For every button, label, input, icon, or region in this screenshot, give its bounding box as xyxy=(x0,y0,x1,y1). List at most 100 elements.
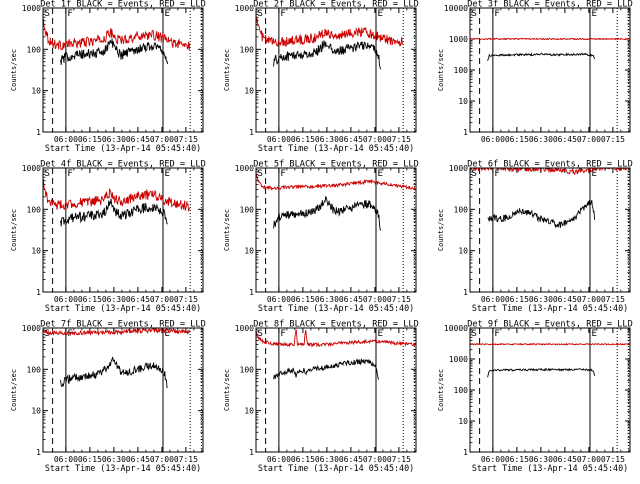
x-tick-label: 07:15 xyxy=(387,295,411,304)
y-tick-label: 1000 xyxy=(235,4,254,13)
y-tick-label: 1000 xyxy=(22,324,41,333)
x-tick-label: 06:15 xyxy=(78,135,102,144)
y-tick-label: 10 xyxy=(458,97,468,106)
x-axis-label: Start Time (13-Apr-14 05:45:40) xyxy=(258,303,414,313)
panel-title: Det 6f_BLACK = Events, RED = LLD xyxy=(467,160,633,170)
time-marker-label: S xyxy=(258,329,263,339)
y-tick-label: 1 xyxy=(463,288,468,297)
panel-det-3: Det 3f_BLACK = Events, RED = LLD Counts/s… xyxy=(437,0,633,144)
y-tick-label: 1000 xyxy=(449,355,468,364)
x-tick-label: 06:15 xyxy=(291,135,315,144)
x-tick-label: 06:15 xyxy=(505,135,529,144)
y-tick-label: 10 xyxy=(244,247,254,256)
plot-frame xyxy=(255,7,417,133)
time-markers xyxy=(470,168,629,292)
y-tick-label: 1000 xyxy=(235,324,254,333)
panel-title: Det 7f_BLACK = Events, RED = LLD xyxy=(40,320,206,330)
y-axis-label: Counts/sec xyxy=(223,209,231,251)
series-group xyxy=(256,172,416,231)
x-tick-label: 06:15 xyxy=(78,455,102,464)
y-axis-label: Counts/sec xyxy=(10,49,18,91)
y-tick-label: 1 xyxy=(36,448,41,457)
x-tick-label: 06:00 xyxy=(267,135,291,144)
x-tick-label: 07:15 xyxy=(174,135,198,144)
panel-det-4: Det 4f_BLACK = Events, RED = LLD Counts/s… xyxy=(10,160,206,314)
x-tick-label: 06:45 xyxy=(339,295,363,304)
x-tick-label: 06:45 xyxy=(339,135,363,144)
panel-det-2: Det 2f_BLACK = Events, RED = LLD Counts/s… xyxy=(223,0,419,153)
y-tick-label: 100 xyxy=(240,365,255,374)
x-tick-label: 06:45 xyxy=(126,455,150,464)
y-tick-label: 1 xyxy=(463,128,468,137)
time-marker-label: E xyxy=(592,169,597,179)
x-tick-label: 06:15 xyxy=(505,455,529,464)
time-marker-label: S xyxy=(472,169,477,179)
time-markers xyxy=(43,328,202,452)
series-group xyxy=(43,328,191,389)
series-group xyxy=(256,17,404,70)
y-tick-label: 100 xyxy=(27,365,42,374)
time-marker-label: F xyxy=(67,9,72,19)
x-tick-label: 06:30 xyxy=(102,295,126,304)
x-tick-label: 06:00 xyxy=(54,135,78,144)
panel-det-8: Det 8f_BLACK = Events, RED = LLD Counts/s… xyxy=(223,320,419,474)
plot-frame xyxy=(42,327,204,453)
x-tick-label: 06:00 xyxy=(481,455,505,464)
y-tick-label: 10 xyxy=(31,87,41,96)
lld-rate-line xyxy=(256,172,416,191)
x-tick-label: 06:30 xyxy=(102,455,126,464)
panel-title: Det 1f_BLACK = Events, RED = LLD xyxy=(40,0,206,10)
time-markers xyxy=(43,168,202,292)
time-marker-label: F xyxy=(494,329,499,339)
time-marker-label: F xyxy=(67,169,72,179)
y-tick-label: 100 xyxy=(240,45,255,54)
x-tick-label: 07:00 xyxy=(150,295,174,304)
events-rate-line xyxy=(273,195,382,231)
y-axis-label: Counts/sec xyxy=(437,49,445,91)
x-tick-label: 06:15 xyxy=(78,295,102,304)
y-tick-label: 100 xyxy=(27,205,42,214)
x-tick-label: 06:00 xyxy=(267,295,291,304)
time-markers xyxy=(256,328,415,452)
y-axis-label: Counts/sec xyxy=(223,49,231,91)
y-tick-label: 100 xyxy=(454,386,469,395)
x-tick-label: 07:00 xyxy=(150,135,174,144)
x-tick-label: 07:15 xyxy=(601,295,625,304)
x-tick-label: 06:30 xyxy=(529,295,553,304)
events-rate-line xyxy=(60,38,169,65)
y-tick-label: 1000 xyxy=(235,164,254,173)
x-tick-label: 06:30 xyxy=(102,135,126,144)
x-tick-label: 07:00 xyxy=(577,135,601,144)
time-markers xyxy=(470,328,629,452)
x-tick-label: 07:00 xyxy=(577,455,601,464)
time-markers xyxy=(256,8,415,132)
y-tick-label: 1 xyxy=(463,448,468,457)
plot-frame xyxy=(42,7,204,133)
y-tick-label: 100 xyxy=(454,205,469,214)
x-tick-label: 06:45 xyxy=(553,295,577,304)
lld-rate-line xyxy=(43,17,191,51)
y-axis-label: Counts/sec xyxy=(10,369,18,411)
time-marker-label: E xyxy=(165,169,170,179)
x-tick-label: 07:00 xyxy=(577,295,601,304)
time-marker-label: E xyxy=(592,9,597,19)
x-tick-label: 07:15 xyxy=(601,455,625,464)
y-axis-label: Counts/sec xyxy=(437,369,445,411)
x-axis-label: Start Time (13-Apr-14 05:45:40) xyxy=(45,143,201,153)
x-tick-label: 06:15 xyxy=(505,295,529,304)
y-tick-label: 10000 xyxy=(444,4,468,13)
x-tick-label: 07:15 xyxy=(174,455,198,464)
lld-rate-line xyxy=(43,328,191,337)
panel-title: Det 9f_BLACK = Events, RED = LLD xyxy=(467,320,633,330)
lld-rate-line xyxy=(43,177,191,213)
x-tick-label: 06:45 xyxy=(553,455,577,464)
events-rate-line xyxy=(60,198,168,227)
time-marker-label: F xyxy=(280,329,285,339)
plot-frame xyxy=(255,327,417,453)
y-tick-label: 100 xyxy=(454,66,469,75)
time-marker-label: E xyxy=(592,329,597,339)
lld-rate-line xyxy=(470,37,630,41)
panel-det-1: Det 1f_BLACK = Events, RED = LLD Counts/s… xyxy=(10,0,206,153)
